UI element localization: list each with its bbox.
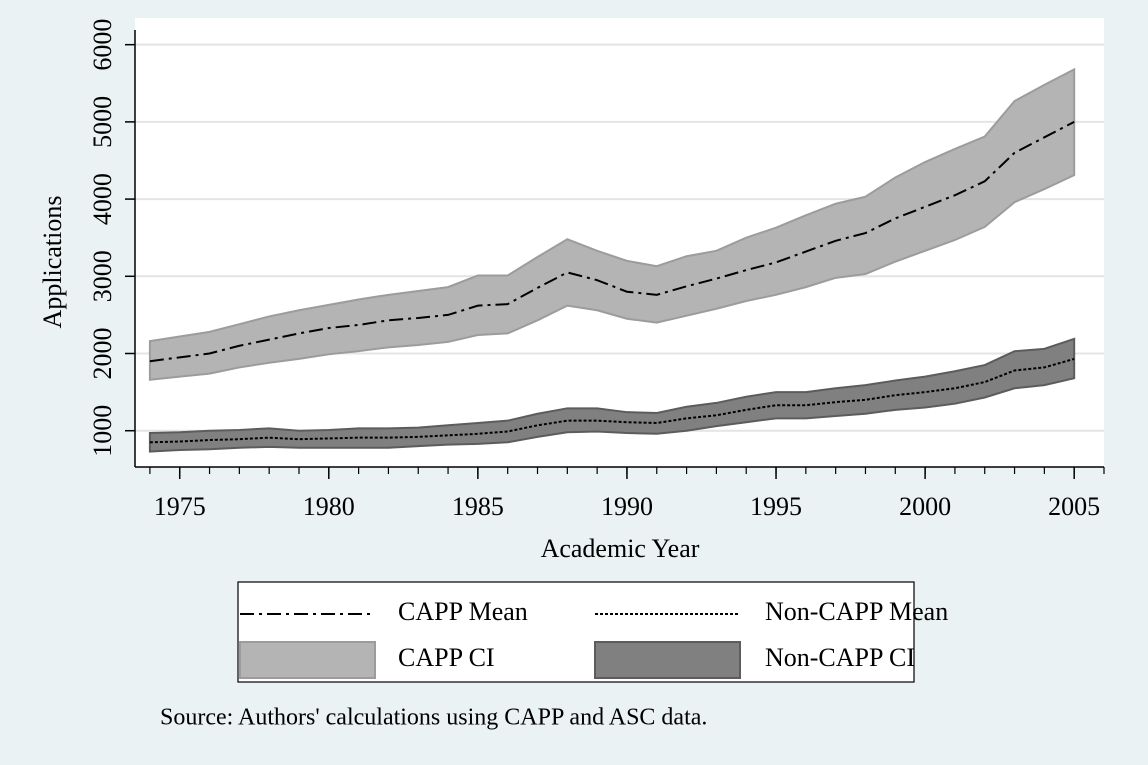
x-tick-label: 1975 (154, 492, 206, 521)
x-tick-label: 1985 (452, 492, 504, 521)
legend-label: CAPP Mean (398, 597, 528, 626)
legend-label: Non-CAPP CI (765, 643, 915, 672)
mean-line (149, 120, 1075, 363)
y-tick-label: 3000 (88, 250, 117, 302)
legend-swatch (239, 641, 376, 679)
y-tick-label: 6000 (88, 19, 117, 71)
x-tick-label: 1990 (601, 492, 653, 521)
x-tick-label: 2000 (899, 492, 951, 521)
y-tick-label: 1000 (88, 405, 117, 457)
x-tick-label: 1980 (303, 492, 355, 521)
y-tick-label: 5000 (88, 96, 117, 148)
y-axis-title: Applications (38, 196, 67, 329)
x-tick-label: 2005 (1048, 492, 1100, 521)
y-tick-label: 4000 (88, 173, 117, 225)
x-tick-label: 1995 (750, 492, 802, 521)
ci-band (148, 67, 1076, 381)
y-tick-label: 2000 (88, 328, 117, 380)
legend-swatch (594, 641, 741, 679)
legend-label: Non-CAPP Mean (765, 597, 948, 626)
x-axis-title: Academic Year (541, 534, 700, 563)
legend-label: CAPP CI (398, 643, 495, 672)
source-note: Source: Authors' calculations using CAPP… (160, 705, 707, 731)
